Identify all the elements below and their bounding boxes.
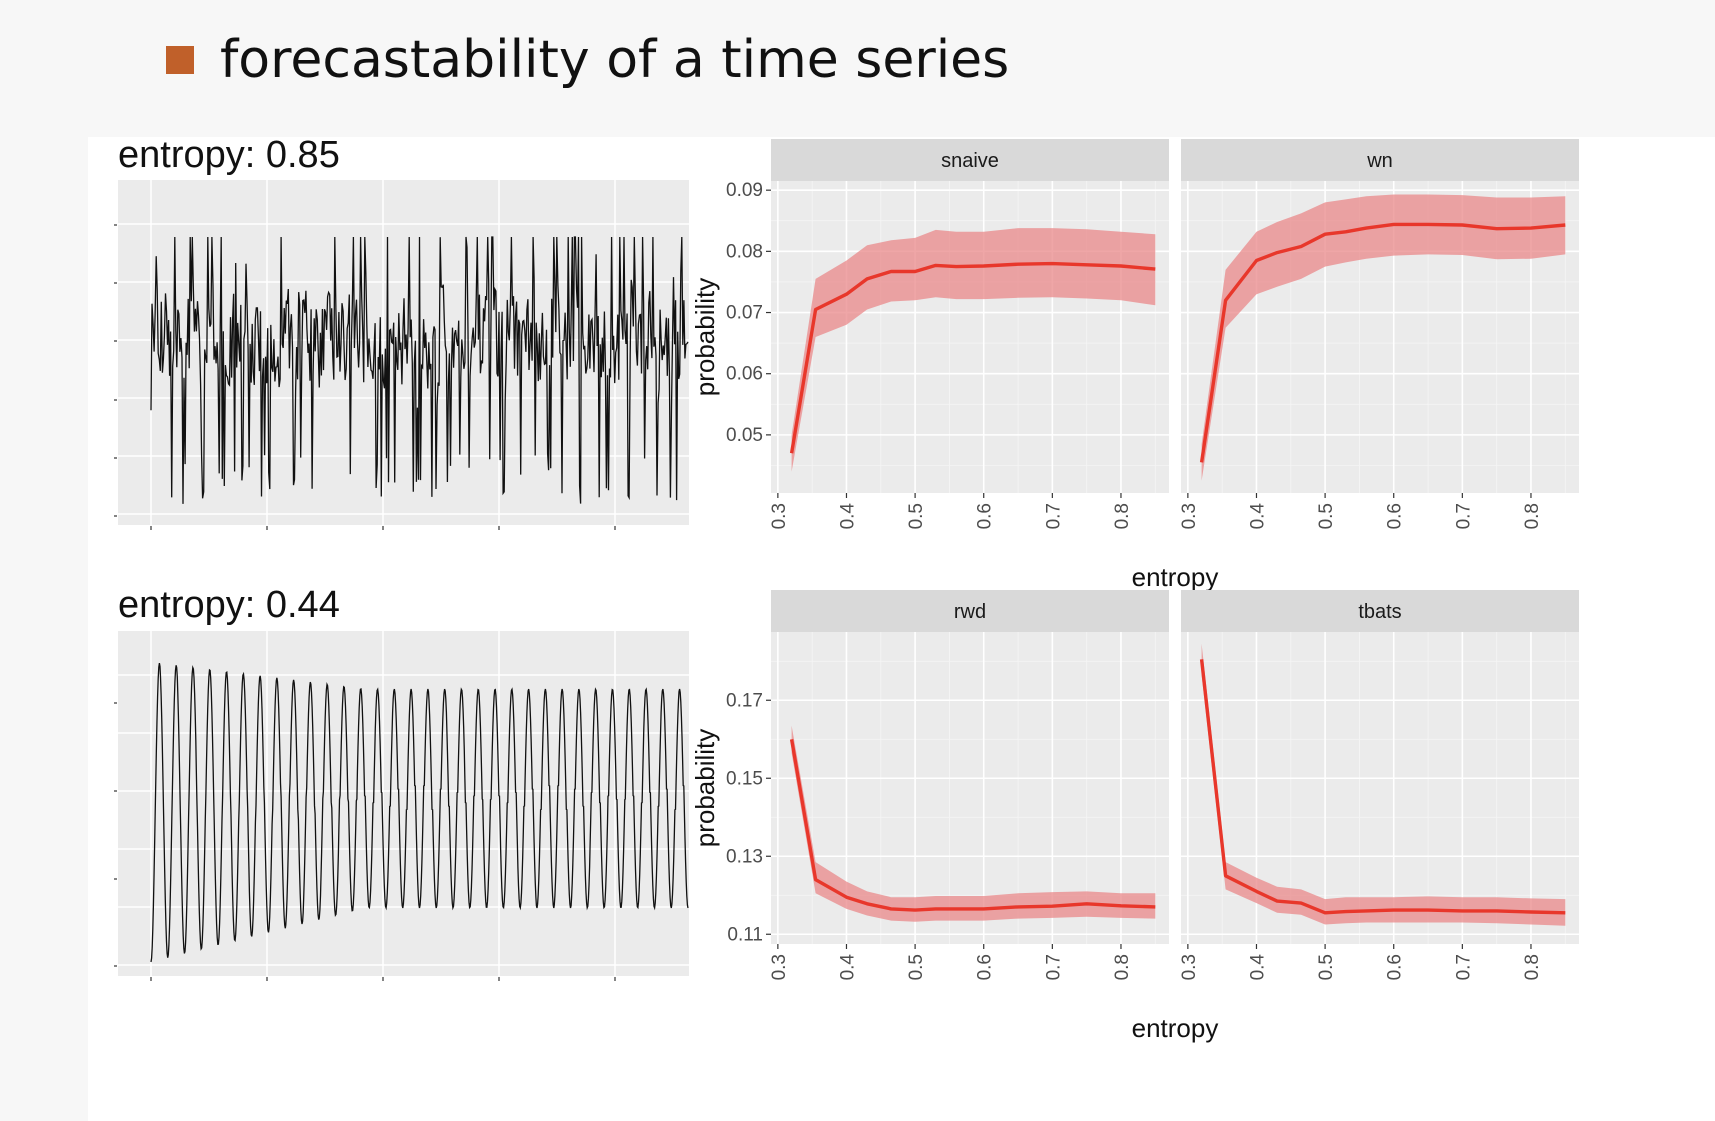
facet-strip	[1181, 139, 1579, 181]
y-tick-label: 0.05	[726, 425, 763, 446]
x-tick-label: 0.6	[1385, 954, 1406, 980]
x-tick-label: 0.7	[1043, 954, 1064, 980]
x-tick-label: 0.4	[837, 954, 858, 981]
y-tick-label: 0.08	[726, 241, 763, 262]
x-tick-label: 0.5	[906, 954, 927, 980]
y-tick-label: 0.17	[726, 690, 763, 711]
x-tick-label: 0.6	[1385, 503, 1406, 529]
facet-label-snaive: snaive	[941, 150, 999, 172]
x-tick-label: 0.4	[837, 503, 858, 530]
facet-strip	[1181, 590, 1579, 632]
y-tick-label: 0.09	[726, 180, 763, 201]
slide-title-text: forecastability of a time series	[220, 30, 1010, 90]
y-tick-label: 0.07	[726, 303, 763, 324]
x-axis-title: entropy	[1132, 1013, 1219, 1043]
facet-label-rwd: rwd	[954, 601, 986, 623]
series-title-1: entropy: 0.85	[118, 137, 340, 176]
x-tick-label: 0.7	[1043, 503, 1064, 529]
x-tick-label: 0.3	[769, 954, 790, 980]
x-tick-label: 0.3	[1179, 954, 1200, 980]
x-tick-label: 0.8	[1522, 954, 1543, 980]
series-line-2	[150, 662, 689, 963]
x-tick-label: 0.6	[975, 503, 996, 529]
figure-panel: entropy: 0.85 entropy: 0.44 0.05 0.06 0.07 0.…	[88, 137, 1715, 1121]
bullet-square-icon	[166, 46, 194, 74]
facet-label-wn: wn	[1366, 150, 1393, 172]
confidence-ribbon-wn	[1201, 194, 1566, 481]
slide-title: forecastability of a time series	[166, 30, 1009, 90]
x-tick-label: 0.3	[769, 503, 790, 529]
facet-strip	[771, 590, 1169, 632]
x-tick-label: 0.6	[975, 954, 996, 980]
series-line-snaive	[789, 261, 1156, 454]
x-tick-label: 0.5	[1316, 954, 1337, 980]
x-tick-label: 0.5	[906, 503, 927, 529]
x-tick-label: 0.3	[1179, 503, 1200, 529]
y-axis-title: probability	[690, 729, 720, 848]
x-tick-label: 0.7	[1453, 954, 1474, 980]
series-title-2: entropy: 0.44	[118, 584, 340, 626]
y-tick-label: 0.15	[726, 768, 763, 789]
x-tick-label: 0.4	[1247, 503, 1268, 530]
confidence-ribbon-snaive	[791, 228, 1156, 472]
x-tick-label: 0.4	[1247, 954, 1268, 981]
series-line-tbats	[1199, 659, 1566, 915]
facet-panel	[771, 181, 1169, 493]
x-tick-label: 0.8	[1112, 503, 1133, 529]
y-tick-label: 0.11	[727, 924, 763, 945]
y-tick-label: 0.13	[726, 846, 763, 867]
figure-svg: entropy: 0.85 entropy: 0.44 0.05 0.06 0.07 0.…	[114, 137, 1579, 1043]
x-tick-label: 0.5	[1316, 503, 1337, 529]
facet-strip	[771, 139, 1169, 181]
y-tick-label: 0.06	[726, 364, 763, 385]
series-line-1	[150, 236, 689, 504]
series-line-rwd	[789, 739, 1156, 912]
facet-label-tbats: tbats	[1358, 601, 1401, 623]
series-line-wn	[1199, 222, 1566, 463]
x-tick-label: 0.7	[1453, 503, 1474, 529]
confidence-ribbon-rwd	[791, 725, 1156, 922]
y-axis-title: probability	[690, 278, 720, 397]
x-tick-label: 0.8	[1522, 503, 1543, 529]
series-panel-2	[118, 631, 689, 976]
x-axis-title: entropy	[1132, 562, 1219, 592]
x-tick-label: 0.8	[1112, 954, 1133, 980]
